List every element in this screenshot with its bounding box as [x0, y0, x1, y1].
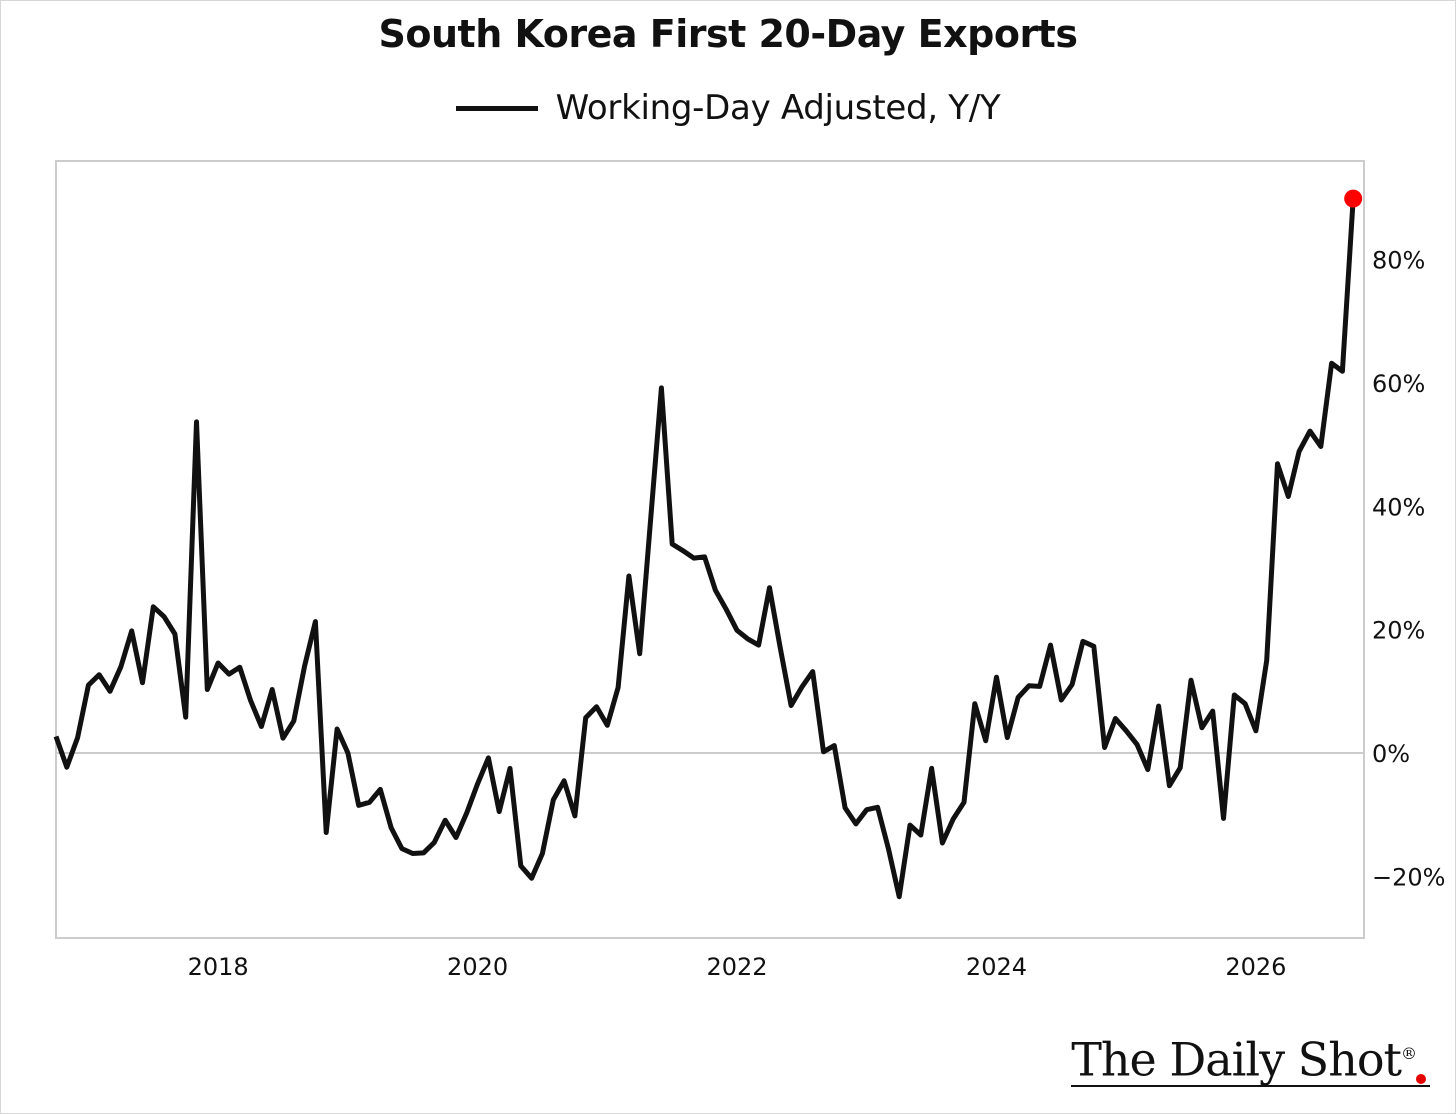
- x-tick-label: 2018: [188, 953, 249, 981]
- y-tick-label: 20%: [1372, 617, 1425, 645]
- brand-dot-icon: [1416, 1074, 1426, 1084]
- brand-name: The Daily Shot: [1071, 1032, 1402, 1087]
- y-tick-label: 60%: [1372, 370, 1425, 398]
- legend-line-swatch: [455, 105, 538, 111]
- x-tick-label: 2020: [447, 953, 508, 981]
- y-tick-label: 80%: [1372, 247, 1425, 275]
- brand-logo: The Daily Shot®: [1071, 1028, 1430, 1088]
- x-tick-label: 2026: [1225, 953, 1286, 981]
- last-point-marker: [1344, 189, 1363, 208]
- chart-title: South Korea First 20-Day Exports: [378, 12, 1078, 56]
- plot-area: [55, 160, 1365, 939]
- registered-mark-icon: ®: [1401, 1044, 1417, 1063]
- series-line: [53, 198, 1356, 900]
- x-tick-label: 2022: [706, 953, 767, 981]
- x-tick-label: 2024: [966, 953, 1027, 981]
- y-tick-label: −20%: [1372, 863, 1445, 891]
- y-tick-label: 40%: [1372, 493, 1425, 521]
- legend-label: Working-Day Adjusted, Y/Y: [555, 88, 1001, 128]
- y-tick-label: 0%: [1372, 740, 1410, 768]
- chart-legend: Working-Day Adjusted, Y/Y: [0, 88, 1456, 128]
